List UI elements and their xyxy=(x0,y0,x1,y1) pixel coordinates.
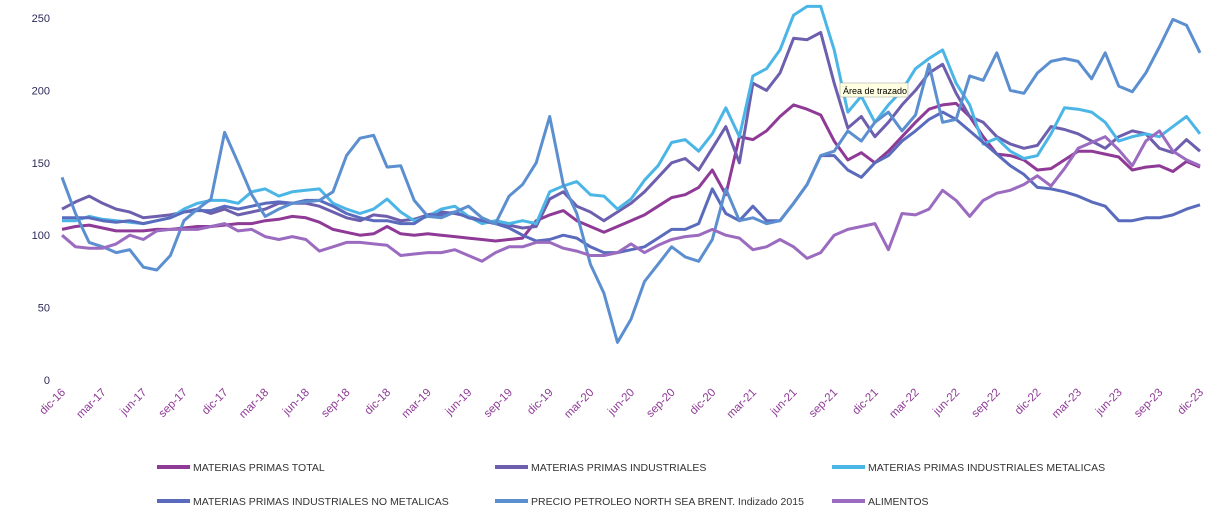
x-tick-label: mar-22 xyxy=(887,387,921,421)
x-tick-label: dic-19 xyxy=(525,387,556,418)
legend-label: MATERIAS PRIMAS INDUSTRIALES METALICAS xyxy=(868,462,1105,474)
legend-label: MATERIAS PRIMAS INDUSTRIALES NO METALICA… xyxy=(193,496,449,508)
series-line xyxy=(61,129,1201,263)
x-tick-label: dic-23 xyxy=(1175,387,1206,418)
y-tick-label: 150 xyxy=(32,158,50,170)
x-tick-label: sep-20 xyxy=(644,387,677,420)
x-tick-label: dic-20 xyxy=(688,387,719,418)
legend-label: ALIMENTOS xyxy=(868,496,929,508)
x-tick-label: sep-17 xyxy=(157,387,190,420)
x-tick-label: dic-21 xyxy=(850,387,881,418)
x-tick-label: jun-18 xyxy=(280,387,312,419)
x-tick-label: sep-22 xyxy=(970,387,1003,420)
x-tick-label: mar-19 xyxy=(400,387,434,421)
x-tick-label: jun-23 xyxy=(1093,387,1125,419)
x-tick-label: mar-17 xyxy=(75,387,109,421)
x-tick-label: dic-16 xyxy=(37,387,68,418)
x-tick-label: jun-19 xyxy=(443,387,475,419)
tooltip-text: Área de trazado xyxy=(843,86,907,96)
y-tick-label: 200 xyxy=(32,85,50,97)
x-tick-label: mar-21 xyxy=(725,387,759,421)
y-tick-label: 0 xyxy=(44,375,50,387)
y-tick-label: 100 xyxy=(32,230,50,242)
legend-label: MATERIAS PRIMAS INDUSTRIALES xyxy=(531,462,706,474)
x-tick-label: sep-23 xyxy=(1132,387,1165,420)
y-tick-label: 250 xyxy=(32,13,50,25)
series-line xyxy=(61,31,1201,230)
x-tick-label: sep-19 xyxy=(482,387,515,420)
x-tick-label: mar-23 xyxy=(1050,387,1084,421)
x-tick-label: dic-22 xyxy=(1013,387,1044,418)
x-tick-label: sep-21 xyxy=(807,387,840,420)
series-line xyxy=(61,101,1201,243)
x-tick-label: jun-20 xyxy=(605,387,637,419)
x-tick-label: mar-20 xyxy=(562,387,596,421)
x-tick-label: dic-17 xyxy=(200,387,231,418)
x-tick-label: jun-17 xyxy=(118,387,150,419)
tooltip-box xyxy=(839,82,909,98)
legend-label: PRECIO PETROLEO NORTH SEA BRENT. Indizad… xyxy=(531,496,804,508)
x-tick-label: dic-18 xyxy=(363,387,394,418)
x-tick-label: jun-21 xyxy=(768,387,800,419)
y-tick-label: 50 xyxy=(38,303,50,315)
series-line xyxy=(62,110,1201,255)
series-line xyxy=(62,4,1202,226)
tooltip: Área de trazado xyxy=(839,82,909,98)
x-tick-label: sep-18 xyxy=(319,387,352,420)
series-line xyxy=(60,17,1202,344)
legend-label: MATERIAS PRIMAS TOTAL xyxy=(193,462,325,474)
x-tick-label: jun-22 xyxy=(930,387,962,419)
x-tick-label: mar-18 xyxy=(237,387,271,421)
